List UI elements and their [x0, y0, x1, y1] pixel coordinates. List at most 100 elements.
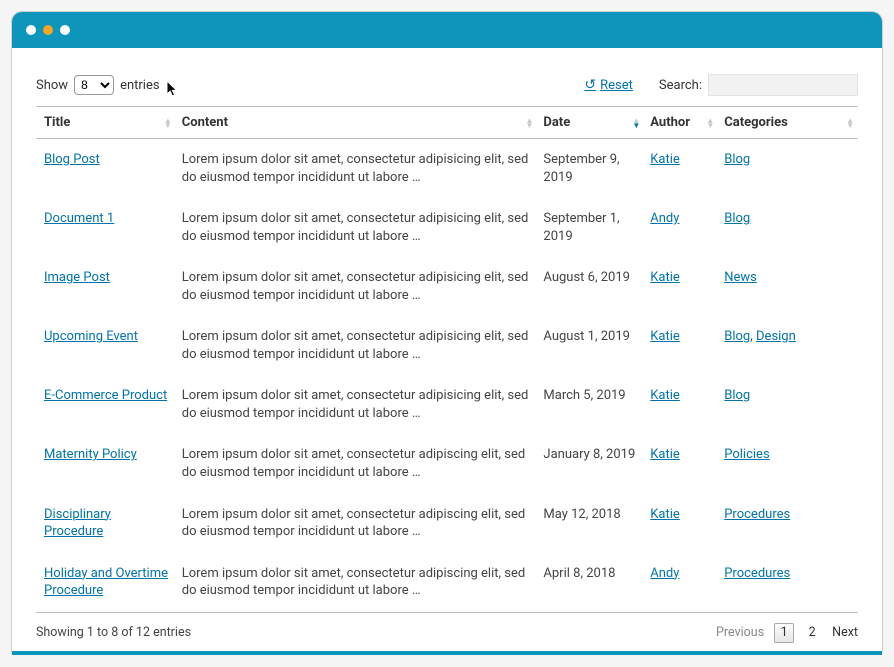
entries-label: entries — [120, 78, 160, 93]
date-cell: August 1, 2019 — [537, 316, 644, 375]
table-row: Maternity Policy Lorem ipsum dolor sit am… — [36, 434, 858, 493]
search-label: Search: — [659, 78, 702, 93]
category-link[interactable]: Blog — [724, 211, 750, 226]
category-link[interactable]: Blog — [724, 388, 750, 403]
table-head: Title▲▼Content▲▼Date▲▼Author▲▼Categories… — [36, 107, 858, 139]
prev-button[interactable]: Previous — [716, 625, 764, 640]
date-cell: May 12, 2018 — [537, 494, 644, 553]
category-link[interactable]: Design — [756, 329, 796, 344]
content-cell: Lorem ipsum dolor sit amet, consectetur … — [176, 434, 538, 493]
window-dot-3 — [60, 25, 70, 35]
content-cell: Lorem ipsum dolor sit amet, consectetur … — [176, 257, 538, 316]
category-link[interactable]: Blog — [724, 329, 750, 344]
sort-icon: ▲▼ — [846, 118, 854, 128]
browser-window: Show 8102550 entries ↺ Reset Search: — [12, 12, 882, 651]
table-footer: Showing 1 to 8 of 12 entries Previous 12… — [36, 612, 858, 643]
col-date[interactable]: Date▲▼ — [537, 107, 644, 139]
categories-cell: Procedures — [718, 494, 858, 553]
col-author[interactable]: Author ▲▼ — [644, 107, 718, 139]
col-label-author: Author — [650, 115, 690, 130]
category-link[interactable]: Procedures — [724, 566, 790, 581]
date-cell: April 8, 2018 — [537, 553, 644, 612]
col-label-content: Content — [182, 115, 228, 130]
content-cell: Lorem ipsum dolor sit amet, consectetur … — [176, 553, 538, 612]
col-cats[interactable]: Categories ▲▼ — [718, 107, 858, 139]
col-label-title: Title — [44, 115, 70, 130]
reset-button[interactable]: ↺ Reset — [584, 77, 633, 93]
content-cell: Lorem ipsum dolor sit amet, consectetur … — [176, 375, 538, 434]
table-row: Disciplinary Procedure Lorem ipsum dolor … — [36, 494, 858, 553]
reset-label: Reset — [600, 78, 633, 93]
author-link[interactable]: Andy — [650, 211, 679, 226]
sort-icon: ▲▼ — [525, 118, 533, 128]
window-bottom-edge — [12, 651, 882, 655]
date-cell: September 1, 2019 — [537, 198, 644, 257]
show-label: Show — [36, 78, 68, 93]
sort-icon: ▲▼ — [164, 118, 172, 128]
categories-cell: Blog — [718, 198, 858, 257]
categories-cell: News — [718, 257, 858, 316]
title-link[interactable]: Disciplinary Procedure — [44, 507, 111, 540]
title-link[interactable]: E-Commerce Product — [44, 388, 167, 403]
col-label-cats: Categories — [724, 115, 788, 130]
author-link[interactable]: Katie — [650, 388, 680, 403]
content-cell: Lorem ipsum dolor sit amet, consectetur … — [176, 139, 538, 199]
categories-cell: Procedures — [718, 553, 858, 612]
category-link[interactable]: Policies — [724, 447, 769, 462]
title-link[interactable]: Document 1 — [44, 211, 114, 226]
undo-icon: ↺ — [584, 77, 596, 93]
page-size-control: Show 8102550 entries — [36, 75, 160, 95]
table-row: E-Commerce Product Lorem ipsum dolor sit … — [36, 375, 858, 434]
title-link[interactable]: Maternity Policy — [44, 447, 137, 462]
search-input[interactable] — [708, 74, 858, 96]
window-titlebar — [12, 12, 882, 48]
search-control: Search: — [659, 74, 858, 96]
categories-cell: Blog, Design — [718, 316, 858, 375]
table-controls: Show 8102550 entries ↺ Reset Search: — [36, 74, 858, 96]
next-button[interactable]: Next — [832, 625, 858, 640]
category-link[interactable]: Procedures — [724, 507, 790, 522]
date-cell: August 6, 2019 — [537, 257, 644, 316]
author-link[interactable]: Katie — [650, 329, 680, 344]
col-title[interactable]: Title ▲▼ — [36, 107, 176, 139]
categories-cell: Policies — [718, 434, 858, 493]
data-table: Title▲▼Content▲▼Date▲▼Author▲▼Categories… — [36, 106, 858, 612]
title-link[interactable]: Image Post — [44, 270, 110, 285]
category-link[interactable]: Blog — [724, 152, 750, 167]
author-link[interactable]: Katie — [650, 447, 680, 462]
header-row: Title▲▼Content▲▼Date▲▼Author▲▼Categories… — [36, 107, 858, 139]
categories-cell: Blog — [718, 139, 858, 199]
title-link[interactable]: Blog Post — [44, 152, 100, 167]
table-row: Upcoming Event Lorem ipsum dolor sit amet… — [36, 316, 858, 375]
title-link[interactable]: Upcoming Event — [44, 329, 138, 344]
table-row: Blog Post Lorem ipsum dolor sit amet, con… — [36, 139, 858, 199]
date-cell: January 8, 2019 — [537, 434, 644, 493]
table-row: Image Post Lorem ipsum dolor sit amet, co… — [36, 257, 858, 316]
window-dot-1 — [26, 25, 36, 35]
content-area: Show 8102550 entries ↺ Reset Search: — [12, 48, 882, 651]
table-row: Holiday and Overtime ProcedureLorem ipsu… — [36, 553, 858, 612]
content-cell: Lorem ipsum dolor sit amet, consectetur … — [176, 316, 538, 375]
title-link[interactable]: Holiday and Overtime Procedure — [44, 566, 168, 599]
author-link[interactable]: Katie — [650, 507, 680, 522]
table-body: Blog Post Lorem ipsum dolor sit amet, con… — [36, 139, 858, 612]
page-2[interactable]: 2 — [802, 623, 822, 643]
author-link[interactable]: Andy — [650, 566, 679, 581]
page-1[interactable]: 1 — [774, 623, 794, 643]
showing-info: Showing 1 to 8 of 12 entries — [36, 625, 191, 640]
pager: Previous 12 Next — [716, 623, 858, 643]
sort-icon: ▲▼ — [706, 118, 714, 128]
window-dot-2 — [43, 25, 53, 35]
author-link[interactable]: Katie — [650, 152, 680, 167]
page-size-select[interactable]: 8102550 — [74, 75, 114, 95]
categories-cell: Blog — [718, 375, 858, 434]
author-link[interactable]: Katie — [650, 270, 680, 285]
col-content[interactable]: Content ▲▼ — [176, 107, 538, 139]
content-cell: Lorem ipsum dolor sit amet, consectetur … — [176, 494, 538, 553]
date-cell: September 9, 2019 — [537, 139, 644, 199]
col-label-date: Date — [543, 115, 570, 130]
content-cell: Lorem ipsum dolor sit amet, consectetur … — [176, 198, 538, 257]
category-link[interactable]: News — [724, 270, 757, 285]
date-cell: March 5, 2019 — [537, 375, 644, 434]
page-numbers: 12 — [774, 623, 822, 643]
